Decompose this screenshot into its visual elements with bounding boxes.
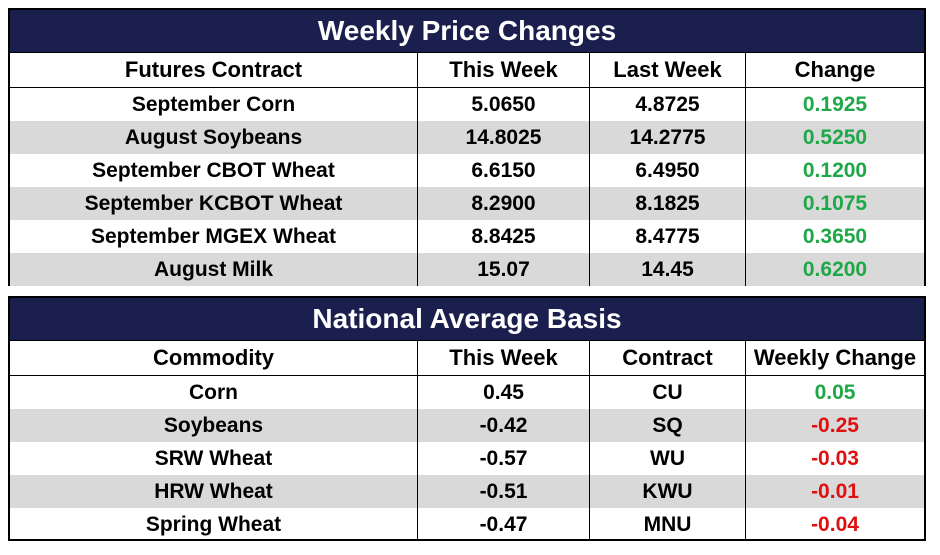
commodity-cell: HRW Wheat (10, 475, 418, 508)
table-row: September CBOT Wheat 6.6150 6.4950 0.120… (10, 154, 924, 187)
contract-cell: CU (590, 376, 746, 409)
weekly-change-cell: -0.04 (811, 513, 859, 536)
table-row: HRW Wheat -0.51 KWU -0.01 (10, 475, 924, 508)
column-header: Weekly Change (753, 345, 917, 370)
table-row: Spring Wheat -0.47 MNU -0.04 (10, 508, 924, 541)
contract-cell: September Corn (10, 88, 418, 121)
last-week-cell: 14.2775 (590, 121, 746, 154)
weekly-change-cell: -0.25 (811, 414, 859, 437)
table-row: September Corn 5.0650 4.8725 0.1925 (10, 88, 924, 121)
contract-cell: September MGEX Wheat (10, 220, 418, 253)
this-week-cell: 0.45 (418, 376, 590, 409)
contract-cell: KWU (590, 475, 746, 508)
contract-cell: August Soybeans (10, 121, 418, 154)
last-week-cell: 6.4950 (590, 154, 746, 187)
weekly-price-changes-table: Weekly Price Changes Futures Contract Th… (8, 8, 926, 286)
contract-cell: September KCBOT Wheat (10, 187, 418, 220)
change-cell: 0.3650 (802, 225, 868, 248)
this-week-cell: 8.8425 (418, 220, 590, 253)
contract-cell: August Milk (10, 253, 418, 286)
this-week-cell: -0.57 (418, 442, 590, 475)
this-week-cell: 8.2900 (418, 187, 590, 220)
column-header: Last Week (590, 53, 746, 87)
national-average-basis-table: National Average Basis Commodity This We… (8, 296, 926, 541)
table-row: August Soybeans 14.8025 14.2775 0.5250 (10, 121, 924, 154)
commodity-cell: Corn (10, 376, 418, 409)
change-cell: 0.6200 (802, 258, 868, 281)
this-week-cell: 15.07 (418, 253, 590, 286)
this-week-cell: 14.8025 (418, 121, 590, 154)
national-average-basis-title: National Average Basis (10, 298, 924, 341)
weekly-change-cell: -0.01 (811, 480, 859, 503)
this-week-cell: -0.51 (418, 475, 590, 508)
last-week-cell: 4.8725 (590, 88, 746, 121)
commodity-cell: Spring Wheat (10, 508, 418, 541)
weekly-change-cell: 0.05 (814, 381, 856, 404)
column-header: This Week (418, 341, 590, 375)
contract-cell: WU (590, 442, 746, 475)
commodity-cell: Soybeans (10, 409, 418, 442)
table-row: August Milk 15.07 14.45 0.6200 (10, 253, 924, 286)
weekly-price-changes-title: Weekly Price Changes (10, 10, 924, 53)
contract-cell: SQ (590, 409, 746, 442)
last-week-cell: 8.4775 (590, 220, 746, 253)
last-week-cell: 8.1825 (590, 187, 746, 220)
table-header-row: Commodity This Week Contract Weekly Chan… (10, 341, 924, 376)
column-header: Change (794, 57, 876, 82)
change-cell: 0.1925 (802, 93, 868, 116)
commodity-cell: SRW Wheat (10, 442, 418, 475)
this-week-cell: 6.6150 (418, 154, 590, 187)
column-header: Contract (590, 341, 746, 375)
table-header-row: Futures Contract This Week Last Week Cha… (10, 53, 924, 88)
contract-cell: MNU (590, 508, 746, 541)
table-row: SRW Wheat -0.57 WU -0.03 (10, 442, 924, 475)
contract-cell: September CBOT Wheat (10, 154, 418, 187)
change-cell: 0.1200 (802, 159, 868, 182)
column-header: This Week (418, 53, 590, 87)
column-header: Commodity (10, 341, 418, 375)
table-row: Soybeans -0.42 SQ -0.25 (10, 409, 924, 442)
table-row: Corn 0.45 CU 0.05 (10, 376, 924, 409)
this-week-cell: -0.42 (418, 409, 590, 442)
this-week-cell: -0.47 (418, 508, 590, 541)
change-cell: 0.5250 (802, 126, 868, 149)
table-row: September KCBOT Wheat 8.2900 8.1825 0.10… (10, 187, 924, 220)
last-week-cell: 14.45 (590, 253, 746, 286)
table-row: September MGEX Wheat 8.8425 8.4775 0.365… (10, 220, 924, 253)
weekly-change-cell: -0.03 (811, 447, 859, 470)
change-cell: 0.1075 (802, 192, 868, 215)
column-header: Futures Contract (10, 53, 418, 87)
this-week-cell: 5.0650 (418, 88, 590, 121)
